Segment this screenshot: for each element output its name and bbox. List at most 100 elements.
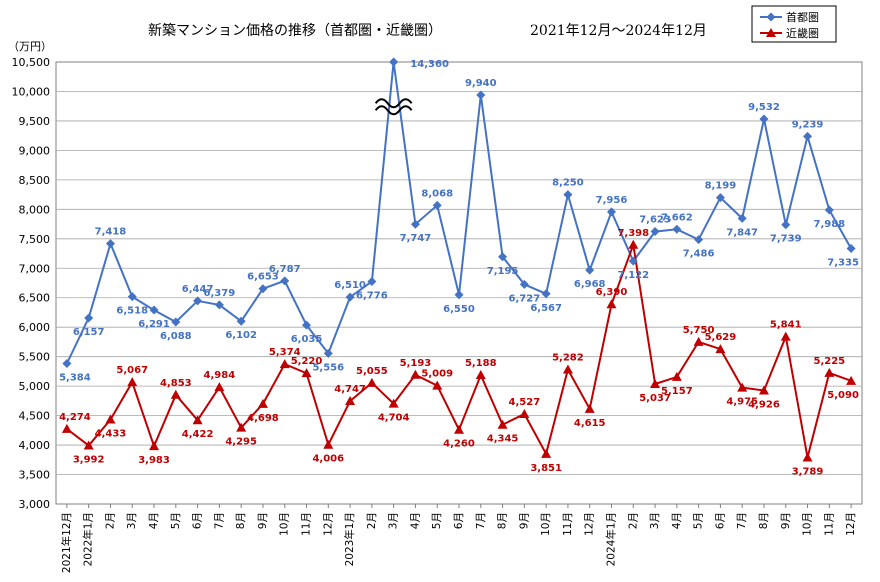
diamond-marker xyxy=(280,276,290,286)
y-tick-label: 3,500 xyxy=(19,469,51,482)
diamond-marker xyxy=(628,256,638,266)
data-label: 7,486 xyxy=(683,249,715,260)
y-tick-label: 5,500 xyxy=(19,351,51,364)
diamond-marker xyxy=(846,244,856,254)
y-axis-ticks: 3,000 3,500 4,000 4,500 5,000 5,500 6,000 6,500… xyxy=(12,56,51,511)
triangle-marker xyxy=(170,389,181,399)
data-label: 5,188 xyxy=(465,358,497,369)
triangle-marker xyxy=(83,440,94,450)
x-tick-label: 4月 xyxy=(148,512,160,529)
data-label: 4,926 xyxy=(748,399,780,410)
diamond-marker xyxy=(149,305,159,315)
x-tick-label: 10月 xyxy=(540,512,552,536)
diamond-marker xyxy=(389,57,399,67)
y-tick-label: 4,000 xyxy=(19,439,51,452)
x-axis-ticks: 2021年12月 2022年1月 2月 3月 4月 5月 6月 7月 8月 9月 10月 11月 12月… xyxy=(60,504,857,573)
diamond-marker xyxy=(563,190,573,200)
data-label: 6,102 xyxy=(225,330,257,341)
x-tick-label: 8月 xyxy=(235,512,247,529)
break-wave xyxy=(374,98,413,109)
y-axis-unit-label: （万円） xyxy=(8,40,52,53)
data-label: 7,398 xyxy=(617,228,649,239)
triangle-marker xyxy=(149,441,160,451)
data-label: 9,239 xyxy=(792,119,824,130)
triangle-marker xyxy=(584,403,595,413)
data-label: 7,623 xyxy=(639,215,671,226)
diamond-marker xyxy=(105,239,115,249)
diamond-marker xyxy=(803,131,813,141)
triangle-marker xyxy=(606,299,617,309)
x-tick-label: 2022年1月 xyxy=(82,512,95,566)
data-label: 7,739 xyxy=(770,234,802,245)
diamond-marker xyxy=(781,220,791,230)
series-markers xyxy=(61,57,857,462)
data-label: 5,037 xyxy=(639,393,671,404)
x-tick-label: 3月 xyxy=(126,512,138,529)
data-label: 6,550 xyxy=(443,304,475,315)
diamond-marker xyxy=(367,276,377,286)
x-tick-label: 11月 xyxy=(562,512,574,536)
x-tick-label: 12月 xyxy=(322,512,334,536)
x-tick-label: 6月 xyxy=(714,512,726,529)
x-tick-label: 7月 xyxy=(736,512,748,529)
triangle-marker xyxy=(454,424,464,434)
diamond-marker xyxy=(62,359,72,369)
grid-lines xyxy=(56,91,862,475)
data-label: 4,984 xyxy=(204,370,236,381)
x-tick-label: 4月 xyxy=(409,512,421,529)
data-label: 6,510 xyxy=(334,280,366,291)
x-tick-label: 3月 xyxy=(649,512,661,529)
x-tick-label: 7月 xyxy=(475,512,487,529)
triangle-marker xyxy=(519,409,530,419)
data-label: 5,629 xyxy=(705,332,737,343)
data-label: 9,532 xyxy=(748,102,780,113)
triangle-marker xyxy=(192,415,203,425)
x-tick-label: 2021年12月 xyxy=(60,512,73,573)
legend: 首都圏 近畿圏 xyxy=(751,5,837,43)
triangle-marker xyxy=(257,398,268,408)
triangle-marker xyxy=(780,331,791,341)
x-tick-label: 6月 xyxy=(192,512,204,529)
diamond-marker xyxy=(127,292,137,302)
data-label: 6,035 xyxy=(291,334,323,345)
diamond-marker xyxy=(650,227,660,237)
data-label: 4,698 xyxy=(247,413,279,424)
data-label: 5,374 xyxy=(269,347,301,358)
x-tick-label: 9月 xyxy=(780,512,792,529)
data-label: 5,157 xyxy=(661,386,693,397)
y-tick-label: 7,500 xyxy=(19,233,51,246)
data-label: 5,009 xyxy=(421,369,453,380)
legend-diamond-icon xyxy=(766,12,776,22)
x-tick-label: 2月 xyxy=(627,512,639,529)
triangle-marker xyxy=(497,419,508,429)
data-label: 5,282 xyxy=(552,353,584,364)
data-label: 7,747 xyxy=(400,233,432,244)
x-tick-label: 3月 xyxy=(388,512,400,529)
diamond-marker xyxy=(302,320,312,330)
diamond-marker xyxy=(236,316,246,326)
data-label: 8,199 xyxy=(705,181,737,192)
data-label: 6,727 xyxy=(509,293,541,304)
diamond-marker xyxy=(715,193,725,203)
data-label: 6,518 xyxy=(116,306,148,317)
data-label: 4,422 xyxy=(182,429,214,440)
triangle-marker xyxy=(388,398,399,408)
data-label: 4,274 xyxy=(59,412,91,423)
data-label: 6,390 xyxy=(596,287,628,298)
x-tick-label: 12月 xyxy=(584,512,596,536)
triangle-marker xyxy=(541,448,552,458)
diamond-marker xyxy=(84,313,94,323)
triangle-marker xyxy=(410,369,421,379)
data-label: 6,968 xyxy=(574,279,606,290)
data-label: 6,291 xyxy=(138,319,170,330)
plot-border xyxy=(55,61,863,505)
x-tick-label: 2023年1月 xyxy=(343,512,356,566)
data-label: 4,747 xyxy=(334,384,366,395)
diamond-marker xyxy=(345,292,355,302)
x-tick-label: 11月 xyxy=(301,512,313,536)
data-label: 7,988 xyxy=(814,219,846,230)
y-tick-label: 7,000 xyxy=(19,262,51,275)
triangle-marker xyxy=(323,439,334,449)
data-label: 4,853 xyxy=(160,378,192,389)
